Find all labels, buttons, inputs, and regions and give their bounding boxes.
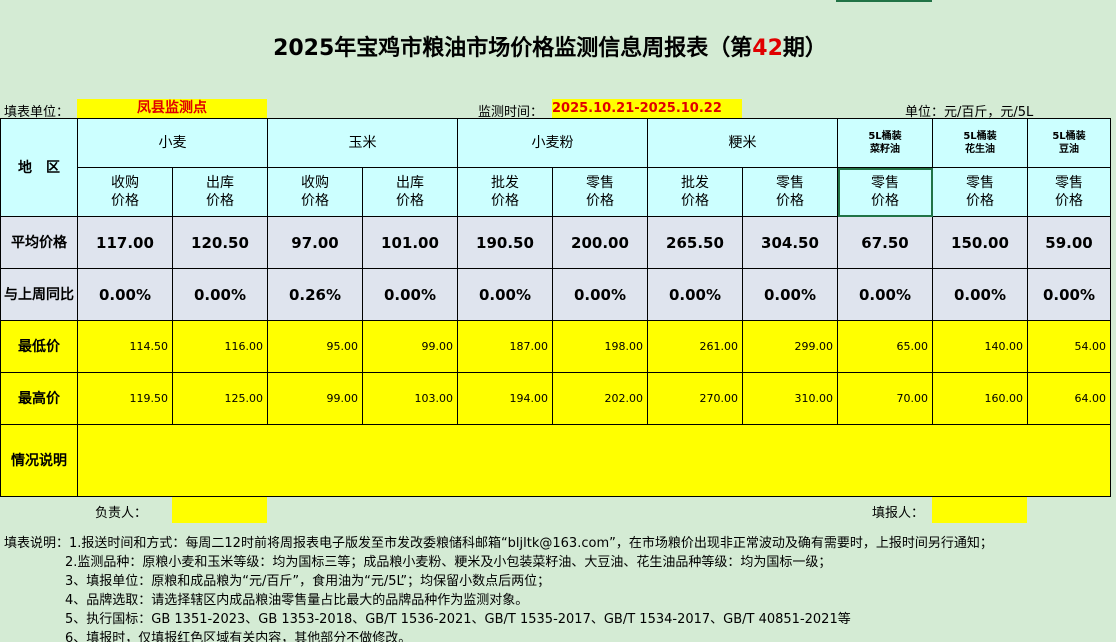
price-cell: 200.00: [553, 217, 648, 269]
price-cell[interactable]: 160.00: [933, 373, 1028, 425]
price-cell: 0.00%: [743, 269, 838, 321]
note-line: 4、品牌选取：请选择辖区内成品粮油零售量占比最大的品牌品种作为监测对象。: [65, 593, 529, 608]
price-cell: 97.00: [268, 217, 363, 269]
price-cell[interactable]: 125.00: [173, 373, 268, 425]
price-cell[interactable]: 119.50: [78, 373, 173, 425]
price-cell[interactable]: 198.00: [553, 321, 648, 373]
price-cell: 101.00: [363, 217, 458, 269]
group-header: 5L桶装 豆油: [1028, 119, 1111, 168]
note-line: 3、填报单位：原粮和成品粮为“元/百斤”，食用油为“元/5L”；均保留小数点后两…: [65, 574, 551, 589]
row-label: 最高价: [1, 373, 78, 425]
price-cell: 0.00%: [933, 269, 1028, 321]
filler-label: 填报人：: [872, 506, 925, 521]
issue-number: 42: [752, 36, 783, 61]
group-header: 5L桶装 花生油: [933, 119, 1028, 168]
price-cell[interactable]: 99.00: [268, 373, 363, 425]
price-cell: 0.00%: [648, 269, 743, 321]
price-cell: 265.50: [648, 217, 743, 269]
note-line: 6、填报时，仅填报红色区域有关内容，其他部分不做修改。: [65, 631, 412, 642]
time-value[interactable]: 2025.10.21-2025.10.22: [552, 99, 742, 118]
measure-unit: 单位：元/百斤，元/5L: [905, 105, 1034, 120]
price-cell: 0.00%: [458, 269, 553, 321]
price-cell: 304.50: [743, 217, 838, 269]
title: 2025年宝鸡市粮油市场价格监测信息周报表（第42期）: [0, 30, 1100, 62]
price-cell: 0.00%: [553, 269, 648, 321]
sub-header: 批发 价格: [458, 168, 553, 217]
price-cell: 190.50: [458, 217, 553, 269]
region-header: 地 区: [1, 119, 78, 217]
price-cell[interactable]: 54.00: [1028, 321, 1111, 373]
price-cell[interactable]: 65.00: [838, 321, 933, 373]
responsible-input[interactable]: [172, 497, 267, 523]
sub-header: 收购 价格: [78, 168, 173, 217]
price-cell: 0.00%: [838, 269, 933, 321]
group-header: 小麦: [78, 119, 268, 168]
price-cell: 0.00%: [173, 269, 268, 321]
group-header: 小麦粉: [458, 119, 648, 168]
price-cell: 150.00: [933, 217, 1028, 269]
price-cell: 0.00%: [363, 269, 458, 321]
row-label: 最低价: [1, 321, 78, 373]
price-cell[interactable]: 103.00: [363, 373, 458, 425]
price-cell: 117.00: [78, 217, 173, 269]
note-line: 5、执行国标：GB 1351-2023、GB 1353-2018、GB/T 15…: [65, 612, 851, 627]
title-text: 2025年宝鸡市粮油市场价格监测信息周报表（第: [273, 36, 753, 61]
price-cell: 0.00%: [78, 269, 173, 321]
price-cell[interactable]: 299.00: [743, 321, 838, 373]
price-cell[interactable]: 64.00: [1028, 373, 1111, 425]
price-cell: 59.00: [1028, 217, 1111, 269]
filler-input[interactable]: [932, 497, 1027, 523]
unit-value[interactable]: 凤县监测点: [77, 99, 267, 118]
price-cell[interactable]: 187.00: [458, 321, 553, 373]
price-cell: 0.26%: [268, 269, 363, 321]
price-cell[interactable]: 270.00: [648, 373, 743, 425]
sub-header: 零售 价格: [933, 168, 1028, 217]
price-cell[interactable]: 114.50: [78, 321, 173, 373]
price-cell[interactable]: 116.00: [173, 321, 268, 373]
row-label: 与上周同比: [1, 269, 78, 321]
price-cell: 67.50: [838, 217, 933, 269]
row-label: 平均价格: [1, 217, 78, 269]
group-header: 5L桶装 菜籽油: [838, 119, 933, 168]
row-label: 情况说明: [1, 425, 78, 497]
price-cell[interactable]: 70.00: [838, 373, 933, 425]
sub-header: 出库 价格: [363, 168, 458, 217]
sub-header: 零售 价格: [1028, 168, 1111, 217]
price-cell[interactable]: 95.00: [268, 321, 363, 373]
price-cell[interactable]: 194.00: [458, 373, 553, 425]
selection-marker: [836, 0, 932, 2]
price-table: 地 区小麦 玉米 小麦粉 粳米 5L桶装 菜籽油 5L桶装 花生油 5L桶装 豆油收购 价格…: [0, 118, 1111, 497]
price-cell: 0.00%: [1028, 269, 1111, 321]
group-header: 玉米: [268, 119, 458, 168]
title-text: 期）: [782, 36, 827, 61]
remark-input[interactable]: [78, 425, 1111, 497]
sub-header: 零售 价格: [553, 168, 648, 217]
price-cell: 120.50: [173, 217, 268, 269]
note-line: 填表说明：1.报送时间和方式：每周二12时前将周报表电子版发至市发改委粮储科邮箱…: [4, 536, 993, 551]
price-cell[interactable]: 310.00: [743, 373, 838, 425]
sub-header: 零售 价格: [838, 168, 933, 217]
price-cell[interactable]: 202.00: [553, 373, 648, 425]
sub-header: 收购 价格: [268, 168, 363, 217]
time-label: 监测时间：: [478, 105, 544, 120]
sub-header: 零售 价格: [743, 168, 838, 217]
responsible-label: 负责人：: [95, 506, 148, 521]
selected-cell-outline: [838, 168, 933, 217]
note-line: 2.监测品种：原粮小麦和玉米等级：均为国标三等；成品粮小麦粉、粳米及小包装菜籽油…: [65, 555, 832, 570]
price-cell[interactable]: 140.00: [933, 321, 1028, 373]
price-cell[interactable]: 99.00: [363, 321, 458, 373]
group-header: 粳米: [648, 119, 838, 168]
unit-label: 填表单位：: [4, 105, 70, 120]
price-cell[interactable]: 261.00: [648, 321, 743, 373]
sub-header: 批发 价格: [648, 168, 743, 217]
sub-header: 出库 价格: [173, 168, 268, 217]
